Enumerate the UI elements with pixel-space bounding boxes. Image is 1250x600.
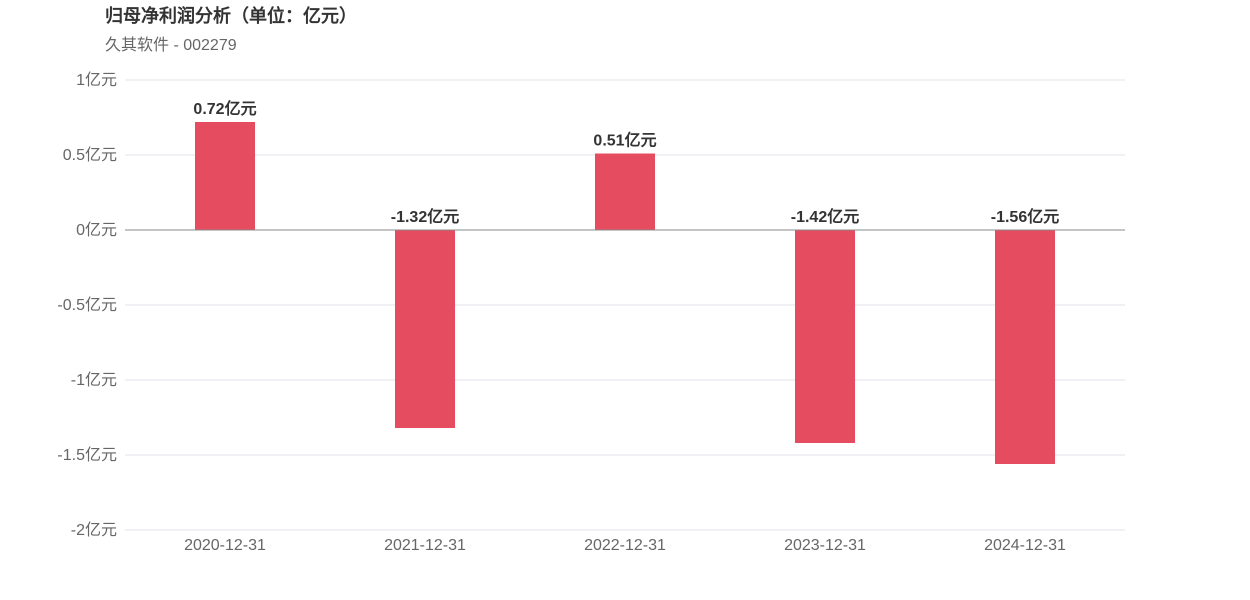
- y-tick-label: -1亿元: [71, 371, 117, 389]
- x-tick-label: 2024-12-31: [984, 537, 1066, 554]
- y-tick-label: 0亿元: [76, 221, 117, 239]
- y-tick-label: -2亿元: [71, 521, 117, 539]
- bars: [195, 122, 1055, 464]
- data-label: -1.42亿元: [791, 207, 859, 226]
- data-label: -1.56亿元: [991, 207, 1059, 226]
- bar: [395, 230, 455, 428]
- x-tick-label: 2022-12-31: [584, 537, 666, 554]
- y-tick-label: 0.5亿元: [63, 146, 117, 164]
- data-labels: 0.72亿元 -1.32亿元 0.51亿元 -1.42亿元 -1.56亿元: [193, 99, 1059, 226]
- y-axis-tick-labels: 1亿元 0.5亿元 0亿元 -0.5亿元 -1亿元 -1.5亿元 -2亿元: [57, 71, 117, 539]
- chart-subtitle: 久其软件 - 002279: [105, 37, 237, 54]
- x-tick-label: 2023-12-31: [784, 537, 866, 554]
- y-tick-label: 1亿元: [76, 71, 117, 89]
- data-label: 0.51亿元: [593, 131, 656, 150]
- bar: [195, 122, 255, 230]
- data-label: -1.32亿元: [391, 207, 459, 226]
- bar: [995, 230, 1055, 464]
- x-tick-label: 2021-12-31: [384, 537, 466, 554]
- bar: [795, 230, 855, 443]
- y-tick-label: -1.5亿元: [57, 446, 117, 464]
- x-tick-label: 2020-12-31: [184, 537, 266, 554]
- grid-lines: [125, 79, 1125, 531]
- data-label: 0.72亿元: [193, 99, 256, 118]
- chart-title: 归母净利润分析（单位：亿元）: [105, 6, 357, 26]
- x-axis-tick-labels: 2020-12-31 2021-12-31 2022-12-31 2023-12-31…: [184, 537, 1066, 554]
- bar: [595, 153, 655, 230]
- y-tick-label: -0.5亿元: [57, 296, 117, 314]
